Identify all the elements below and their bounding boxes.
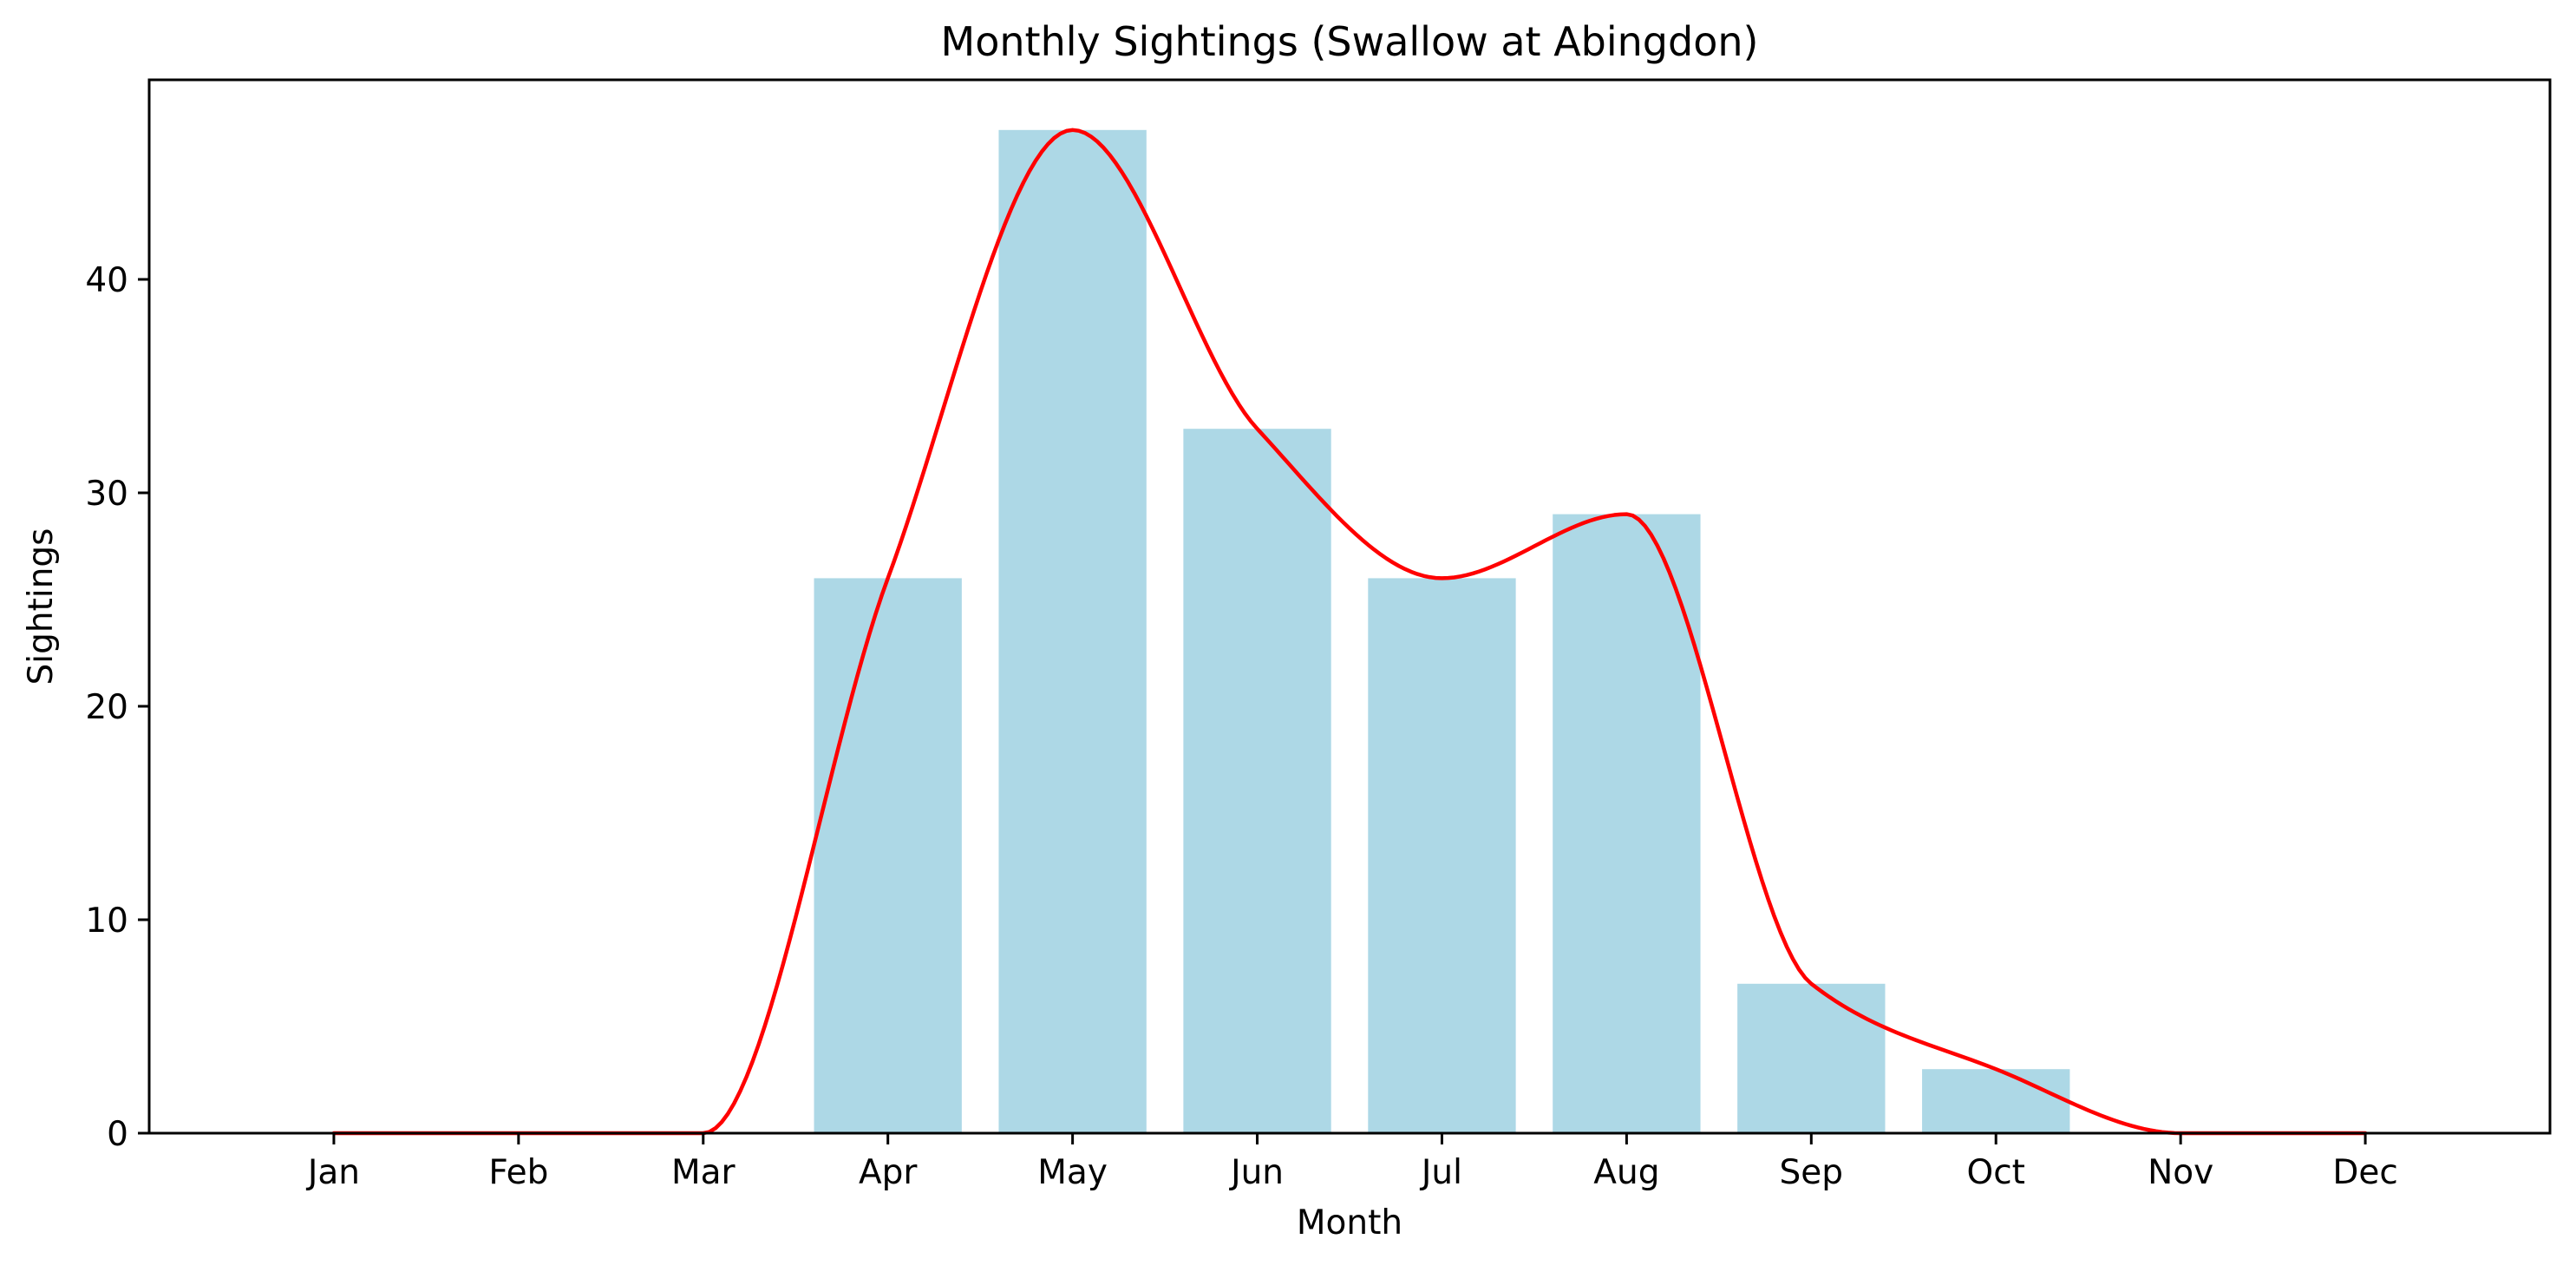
x-tick-label: Dec [2332,1153,2397,1192]
y-tick-label: 40 [85,261,128,300]
bar-sep [1737,983,1886,1133]
x-tick-label: May [1037,1153,1108,1192]
x-axis-label: Month [1297,1203,1402,1242]
trend-line [331,128,2368,1136]
y-tick-label: 20 [85,688,128,727]
x-axis: Jan Feb Mar Apr May Jun Jul Aug Sep Oct Nov Dec [305,1133,2398,1192]
x-tick-label: Oct [1967,1153,2025,1192]
plot-frame [147,78,2552,1135]
x-tick-label: Sep [1780,1153,1844,1192]
chart-title: Monthly Sightings (Swallow at Abingdon) [941,18,1759,65]
y-tick-label: 30 [85,475,128,514]
y-axis-label: Sightings [22,528,61,685]
bar-oct [1922,1069,2070,1133]
y-tick-label: 10 [85,902,128,941]
bar-apr [814,578,962,1133]
y-axis: 0 10 20 30 40 [85,261,149,1154]
x-tick-label: Jan [305,1153,360,1192]
x-tick-label: Jun [1228,1153,1284,1192]
x-tick-label: Jul [1419,1153,1462,1192]
x-tick-label: Mar [671,1153,736,1192]
x-tick-label: Nov [2148,1153,2213,1192]
bars [814,129,2070,1134]
bar-may [998,129,1147,1133]
bar-jun [1183,429,1331,1134]
x-tick-label: Feb [488,1153,548,1192]
bar-jul [1368,578,1516,1133]
bar-aug [1553,514,1701,1133]
x-tick-label: Aug [1593,1153,1659,1192]
y-tick-label: 0 [107,1115,128,1154]
x-tick-label: Apr [859,1153,918,1192]
